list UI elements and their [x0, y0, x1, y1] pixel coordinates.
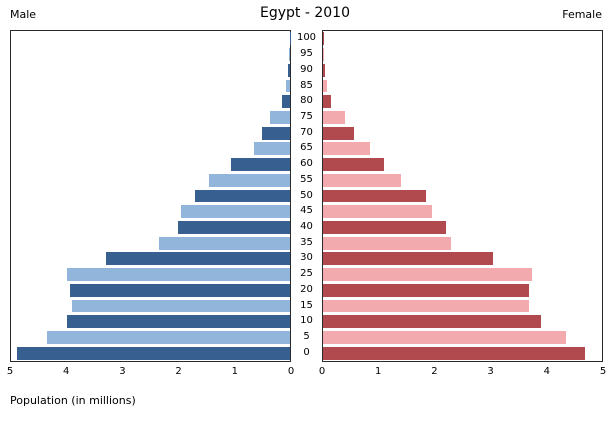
male-bar-age-70 — [262, 126, 290, 140]
age-tick-label-35: 35 — [300, 236, 313, 248]
age-tick-label-50: 50 — [300, 189, 313, 201]
age-tick-label-65: 65 — [300, 142, 313, 154]
age-tick-label-40: 40 — [300, 220, 313, 232]
female-bar-age-5 — [323, 330, 566, 344]
age-tick-label-45: 45 — [300, 205, 313, 217]
male-bar-age-25 — [66, 268, 290, 281]
male-x-tick-label-4: 4 — [63, 366, 70, 377]
female-bar-age-100 — [323, 32, 324, 46]
female-bar-age-95 — [323, 48, 324, 61]
female-bar-age-55 — [323, 173, 402, 187]
female-bar-age-40 — [323, 220, 446, 234]
female-bar-age-30 — [323, 252, 494, 266]
female-x-tick-label-3: 3 — [487, 366, 494, 377]
male-side-label: Male — [10, 8, 37, 21]
male-bar-age-95 — [289, 48, 290, 61]
age-tick-label-100: 100 — [296, 32, 317, 44]
female-x-tick-label-4: 4 — [543, 366, 550, 377]
female-bar-age-0 — [323, 346, 586, 360]
female-x-tick-label-5: 5 — [599, 366, 607, 377]
age-tick-label-20: 20 — [300, 283, 313, 295]
female-bar-age-50 — [323, 189, 427, 203]
female-bar-age-20 — [323, 283, 530, 297]
female-chart-panel — [322, 30, 603, 362]
age-tick-label-15: 15 — [300, 299, 313, 311]
female-bar-age-60 — [323, 158, 385, 171]
male-bar-age-75 — [270, 110, 290, 124]
age-tick-label-10: 10 — [300, 315, 313, 327]
age-tick-label-85: 85 — [300, 79, 313, 91]
female-bar-age-85 — [323, 79, 328, 93]
male-bar-age-35 — [158, 236, 290, 250]
male-bar-age-85 — [286, 79, 290, 93]
female-x-tick-label-1: 1 — [375, 366, 382, 377]
male-bar-age-80 — [281, 95, 290, 109]
female-bar-age-45 — [323, 205, 432, 219]
female-side-label: Female — [562, 8, 602, 21]
female-bar-age-35 — [323, 236, 452, 250]
age-tick-label-30: 30 — [300, 252, 313, 264]
female-x-tick-label-0: 0 — [318, 366, 326, 377]
female-bar-age-70 — [323, 126, 354, 140]
age-tick-label-5: 5 — [303, 330, 310, 342]
female-bar-age-90 — [323, 63, 325, 77]
male-bar-age-65 — [253, 142, 290, 156]
male-x-tick-label-1: 1 — [231, 366, 238, 377]
male-x-tick-label-2: 2 — [175, 366, 182, 377]
male-bar-age-15 — [72, 299, 290, 313]
male-bar-age-90 — [288, 63, 290, 77]
male-bar-age-10 — [66, 315, 290, 329]
female-bar-age-15 — [323, 299, 530, 313]
female-bar-age-75 — [323, 110, 346, 124]
male-chart-panel — [10, 30, 291, 362]
male-bar-age-45 — [181, 205, 290, 219]
male-bar-age-30 — [105, 252, 290, 266]
age-tick-label-0: 0 — [303, 346, 310, 358]
age-axis: 0 5 10 15 20 25 30 35 40 45 50 55 60 65 70 75 80 85 90 95 10… — [291, 30, 322, 362]
age-tick-label-55: 55 — [300, 173, 313, 185]
female-x-tick-label-2: 2 — [431, 366, 438, 377]
age-tick-label-80: 80 — [300, 95, 313, 107]
female-bar-age-80 — [323, 95, 332, 109]
female-bar-age-25 — [323, 268, 533, 281]
female-bar-age-10 — [323, 315, 541, 329]
age-tick-label-60: 60 — [300, 158, 313, 170]
age-tick-label-75: 75 — [300, 110, 313, 122]
male-bar-age-50 — [195, 189, 290, 203]
male-bar-age-5 — [47, 330, 290, 344]
male-bar-age-55 — [209, 173, 290, 187]
age-tick-label-70: 70 — [300, 126, 313, 138]
age-tick-label-25: 25 — [300, 268, 313, 280]
female-bar-age-65 — [323, 142, 371, 156]
male-x-tick-label-3: 3 — [119, 366, 126, 377]
male-bar-age-100 — [289, 32, 290, 46]
male-x-tick-label-0: 0 — [287, 366, 295, 377]
age-tick-label-90: 90 — [300, 63, 313, 75]
age-tick-label-95: 95 — [300, 48, 313, 60]
male-bar-age-40 — [178, 220, 290, 234]
male-x-tick-label-5: 5 — [6, 366, 14, 377]
male-bar-age-60 — [231, 158, 290, 171]
male-bar-age-0 — [16, 346, 290, 360]
x-axis-label: Population (in millions) — [10, 394, 136, 407]
chart-title: Egypt - 2010 — [260, 5, 350, 21]
male-bar-age-20 — [69, 283, 290, 297]
